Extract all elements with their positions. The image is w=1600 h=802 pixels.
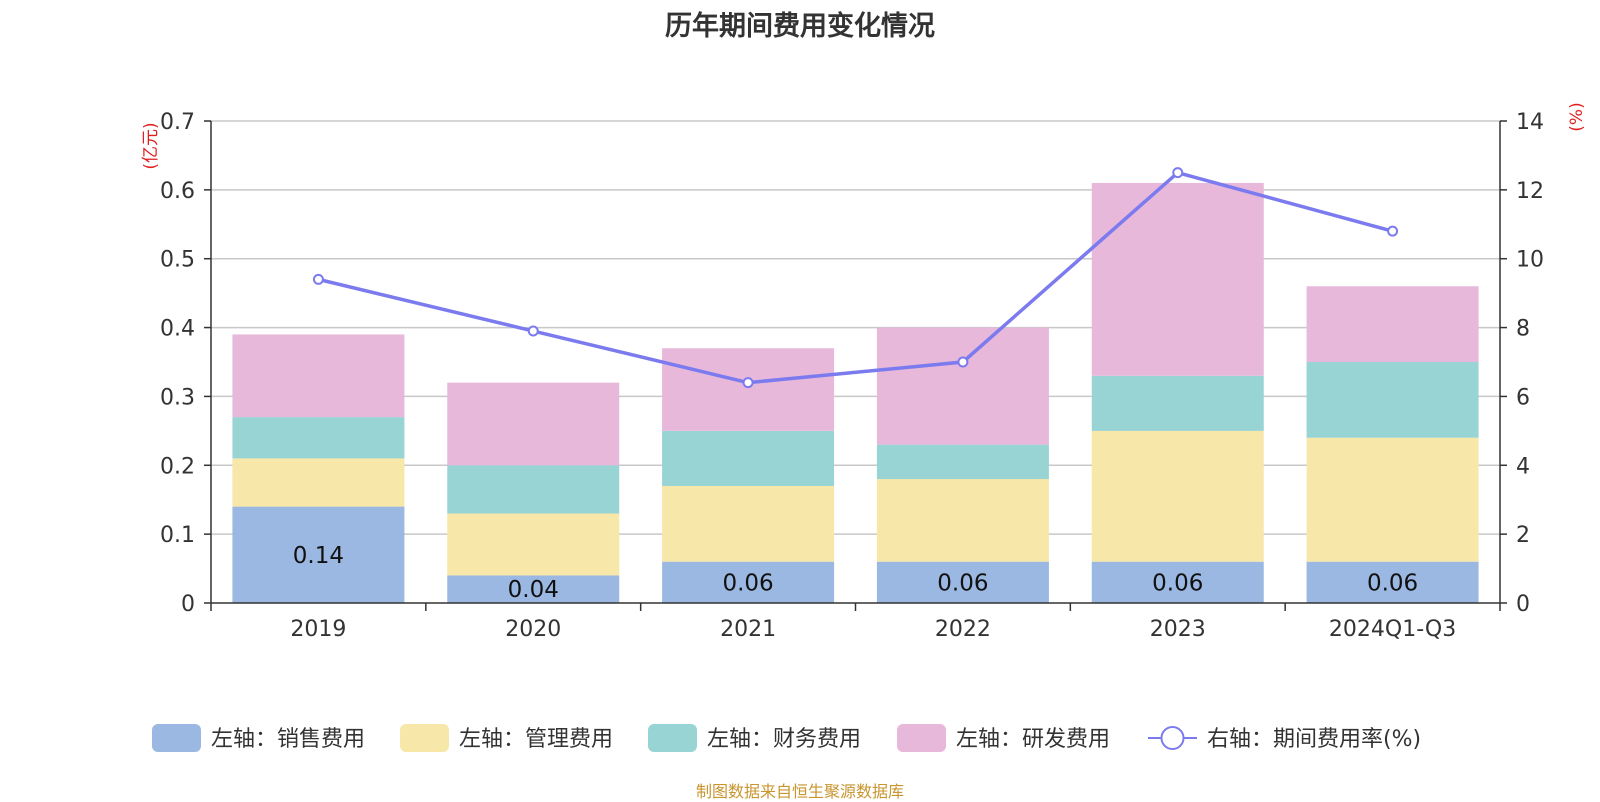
- bar-segment: [876, 479, 1049, 562]
- bar-segment: [1091, 561, 1264, 603]
- bar-labels: 0.14 0.04 0.06 0.06 0.06 0.06: [293, 543, 1418, 603]
- x-tick-label: 2023: [1150, 617, 1206, 642]
- bar-data-label: 0.04: [508, 577, 559, 603]
- bar-segment: [1091, 430, 1264, 562]
- bar-segment: [1306, 437, 1479, 562]
- bar-segment: [662, 430, 835, 486]
- left-tick-label: 0.2: [160, 454, 195, 479]
- right-tick-label: 0: [1516, 592, 1530, 617]
- left-tick-label: 0.6: [160, 179, 195, 204]
- bar-segment: [447, 513, 620, 576]
- rate-point: [527, 325, 539, 337]
- right-axis-unit: (%): [1567, 102, 1587, 131]
- bar-segment: [1306, 286, 1479, 362]
- bar-segment: [232, 458, 405, 507]
- bar-data-label: 0.06: [937, 570, 988, 596]
- x-tick-label: 2024Q1-Q3: [1329, 617, 1456, 642]
- left-tick-label: 0.4: [160, 317, 195, 342]
- bars: [232, 182, 1479, 603]
- bar-segment: [662, 485, 835, 562]
- right-tick-label: 12: [1516, 179, 1544, 204]
- bar-data-label: 0.06: [1367, 570, 1418, 596]
- legend-swatch: [897, 724, 946, 752]
- left-tick-label: 0.1: [160, 523, 195, 548]
- bar-segment: [232, 417, 405, 459]
- right-tick-label: 14: [1516, 110, 1544, 135]
- rate-line: [318, 170, 1394, 385]
- legend-swatch: [648, 724, 697, 752]
- left-axis-unit: (亿元): [141, 122, 161, 169]
- grid-lines: [211, 120, 1500, 535]
- legend-line-marker: [1160, 726, 1185, 750]
- bar-segment: [662, 348, 835, 431]
- right-tick-label: 8: [1516, 317, 1530, 342]
- x-tick-label: 2020: [505, 617, 561, 642]
- rate-point: [1387, 225, 1399, 237]
- bar-data-label: 0.14: [293, 543, 344, 569]
- left-tick-label: 0.5: [160, 248, 195, 273]
- left-tick-label: 0.3: [160, 385, 195, 410]
- expense-rate-line: [312, 167, 1399, 389]
- bar-data-label: 0.06: [1152, 570, 1203, 596]
- right-tick-label: 4: [1516, 454, 1530, 479]
- bar-segment: [232, 334, 405, 418]
- legend-label: 左轴：销售费用: [211, 727, 365, 752]
- x-tick-label: 2019: [290, 617, 346, 642]
- left-tick-label: 0: [181, 592, 195, 617]
- rate-point: [742, 377, 754, 389]
- x-tick-label: 2021: [720, 617, 776, 642]
- bar-segment: [876, 327, 1049, 445]
- bar-segment: [447, 575, 620, 603]
- bar-segment: [232, 506, 405, 603]
- bar-segment: [876, 561, 1049, 603]
- axes: 0 0.1 0.2 0.3 0.4 0.5 0.6 0.7 0 2 4 6 8 10 12 14 2019 202…: [141, 102, 1587, 642]
- source-note: 制图数据来自恒生聚源数据库: [695, 782, 904, 801]
- rate-point: [1172, 167, 1184, 179]
- legend: 左轴：销售费用 左轴：管理费用 左轴：财务费用 左轴：研发费用 右轴：期间费用率(%): [152, 724, 1421, 752]
- bar-segment: [1306, 362, 1479, 438]
- legend-label: 左轴：研发费用: [956, 727, 1110, 752]
- legend-label: 左轴：财务费用: [707, 727, 861, 752]
- right-tick-label: 10: [1516, 248, 1544, 273]
- right-tick-label: 2: [1516, 523, 1530, 548]
- bar-segment: [662, 561, 835, 603]
- bar-segment: [1091, 375, 1264, 431]
- chart: 0.14 0.04 0.06 0.06 0.06 0.06 0 0.1 0.2 0.3 0.4 0.…: [141, 102, 1587, 752]
- bar-segment: [876, 444, 1049, 480]
- rate-point: [312, 273, 324, 285]
- legend-swatch: [400, 724, 449, 752]
- rate-point: [957, 356, 969, 368]
- bar-segment: [1306, 561, 1479, 603]
- right-tick-label: 6: [1516, 385, 1530, 410]
- bar-segment: [447, 465, 620, 514]
- bar-segment: [447, 382, 620, 466]
- legend-label: 右轴：期间费用率(%): [1207, 727, 1421, 752]
- left-tick-label: 0.7: [160, 110, 195, 135]
- x-tick-label: 2022: [935, 617, 991, 642]
- legend-swatch: [152, 724, 201, 752]
- bar-segment: [1091, 182, 1264, 376]
- legend-label: 左轴：管理费用: [459, 727, 613, 752]
- chart-title: 历年期间费用变化情况: [665, 11, 935, 42]
- bar-data-label: 0.06: [722, 570, 773, 596]
